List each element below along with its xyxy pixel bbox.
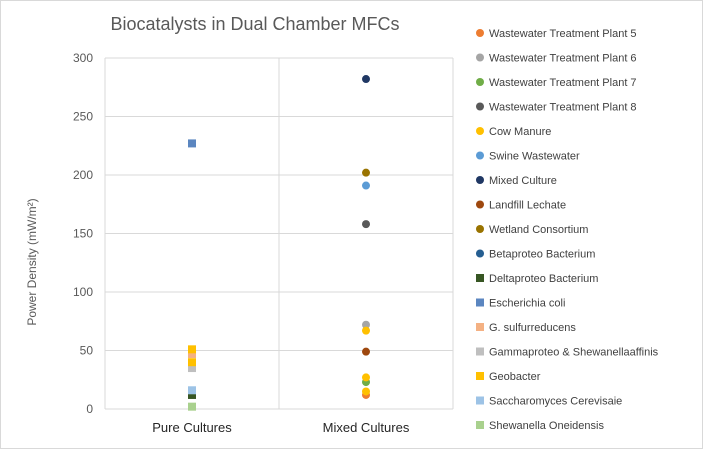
data-point (362, 181, 370, 190)
data-point (362, 326, 370, 335)
legend-marker (476, 127, 484, 135)
x-category-label: Mixed Cultures (323, 420, 410, 435)
y-tick-label: 300 (73, 51, 93, 65)
legend-label: G. sulfurreducens (489, 322, 576, 334)
legend-marker (476, 323, 484, 331)
legend-label: Deltaproteo Bacterium (489, 273, 598, 285)
legend-marker (476, 347, 484, 356)
y-tick-label: 100 (73, 285, 93, 299)
legend-label: Wastewater Treatment Plant 6 (489, 53, 637, 65)
y-tick-label: 250 (73, 110, 93, 124)
legend-label: Swine Wastewater (489, 151, 580, 163)
y-tick-label: 150 (73, 227, 93, 241)
gridlines (104, 57, 454, 410)
legend-marker (476, 53, 484, 62)
legend-marker (476, 176, 484, 184)
legend-marker (476, 102, 484, 111)
legend-entry: G. sulfurreducens (476, 322, 576, 334)
legend-marker (476, 372, 484, 380)
legend-label: Cow Manure (489, 126, 551, 138)
legend: Wastewater Treatment Plant 5 Wastewater T… (476, 28, 659, 432)
legend-entry: Landfill Lechate (476, 200, 566, 212)
legend-marker (476, 396, 484, 405)
legend-entry: Swine Wastewater (476, 151, 580, 163)
y-tick-label: 200 (73, 168, 93, 182)
legend-label: Mixed Culture (489, 175, 557, 187)
data-point (362, 387, 370, 396)
legend-marker (476, 200, 484, 209)
legend-entry: Saccharomyces Cerevisaie (476, 396, 622, 408)
legend-marker (476, 298, 484, 307)
data-point (362, 347, 370, 356)
data-point (362, 168, 370, 177)
data-points (188, 75, 370, 411)
legend-marker (476, 274, 484, 282)
legend-entry: Gammaproteo & Shewanellaaffinis (476, 347, 659, 359)
data-point (362, 220, 370, 229)
legend-entry: Mixed Culture (476, 175, 557, 187)
x-category-label: Pure Cultures (152, 420, 232, 435)
y-tick-label: 0 (86, 402, 93, 416)
legend-label: Gammaproteo & Shewanellaaffinis (489, 347, 659, 359)
legend-marker (476, 29, 484, 37)
legend-marker (476, 78, 484, 86)
data-point (362, 320, 370, 329)
y-tick-label: 50 (80, 344, 94, 358)
legend-label: Wetland Consortium (489, 224, 588, 236)
legend-marker (476, 249, 484, 258)
legend-label: Geobacter (489, 371, 541, 383)
chart-title: Biocatalysts in Dual Chamber MFCs (110, 14, 399, 34)
legend-label: Wastewater Treatment Plant 5 (489, 28, 637, 40)
data-point (188, 345, 196, 354)
legend-entry: Escherichia coli (476, 298, 565, 310)
data-point (188, 364, 196, 373)
legend-label: Landfill Lechate (489, 200, 566, 212)
legend-marker (476, 421, 484, 429)
x-axis-categories: Pure Cultures Mixed Cultures (152, 420, 410, 435)
legend-label: Escherichia coli (489, 298, 565, 310)
y-axis-ticks: 0 50 100 150 200 250 300 (73, 51, 93, 416)
legend-label: Betaproteo Bacterium (489, 249, 595, 261)
legend-label: Saccharomyces Cerevisaie (489, 396, 622, 408)
legend-entry: Deltaproteo Bacterium (476, 273, 598, 285)
data-point (188, 358, 196, 367)
legend-label: Shewanella Oneidensis (489, 420, 604, 432)
legend-label: Wastewater Treatment Plant 7 (489, 77, 637, 89)
legend-entry: Geobacter (476, 371, 541, 383)
legend-entry: Shewanella Oneidensis (476, 420, 604, 432)
legend-entry: Cow Manure (476, 126, 551, 138)
legend-entry: Wastewater Treatment Plant 8 (476, 102, 637, 114)
legend-marker (476, 225, 484, 233)
data-point (188, 139, 196, 148)
data-point (188, 386, 196, 395)
data-point (362, 373, 370, 382)
legend-entry: Wastewater Treatment Plant 7 (476, 77, 637, 89)
legend-entry: Wastewater Treatment Plant 5 (476, 28, 637, 40)
legend-entry: Betaproteo Bacterium (476, 249, 595, 261)
data-point (188, 402, 196, 411)
data-point (188, 390, 196, 399)
legend-entry: Wetland Consortium (476, 224, 588, 236)
data-point (188, 350, 196, 359)
legend-entry: Wastewater Treatment Plant 6 (476, 53, 637, 65)
data-point (362, 75, 370, 84)
legend-label: Wastewater Treatment Plant 8 (489, 102, 637, 114)
legend-marker (476, 151, 484, 160)
y-axis-label: Power Density (mW/m²) (25, 198, 39, 325)
